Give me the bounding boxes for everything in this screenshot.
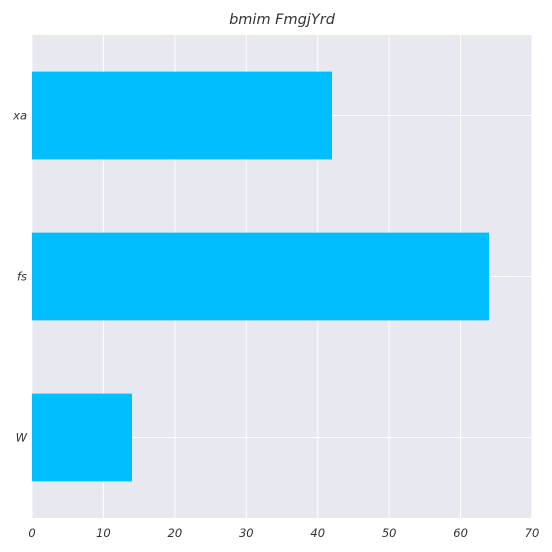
x-tick-label: 70 xyxy=(525,526,540,540)
x-tick-label: 30 xyxy=(239,526,254,540)
y-axis-ticks: xa fs W xyxy=(12,109,27,445)
bar-fs xyxy=(32,232,490,321)
bars xyxy=(32,71,490,482)
y-tick-label: W xyxy=(16,431,28,445)
x-tick-label: 20 xyxy=(168,526,183,540)
x-axis-ticks: 0 10 20 30 40 50 60 70 xyxy=(28,526,539,540)
bar-xa xyxy=(32,71,332,160)
x-tick-label: 0 xyxy=(28,526,35,540)
x-tick-label: 40 xyxy=(310,526,325,540)
x-tick-label: 50 xyxy=(382,526,397,540)
y-tick-label: xa xyxy=(12,109,27,123)
x-tick-label: 10 xyxy=(96,526,111,540)
y-tick-label: fs xyxy=(17,270,27,284)
bar-W xyxy=(32,393,132,482)
x-tick-label: 60 xyxy=(453,526,468,540)
chart-title: bmim FmgjYrd xyxy=(229,12,336,28)
